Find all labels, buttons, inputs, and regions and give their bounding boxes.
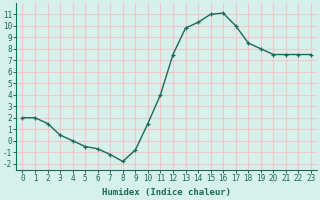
X-axis label: Humidex (Indice chaleur): Humidex (Indice chaleur) <box>102 188 231 197</box>
